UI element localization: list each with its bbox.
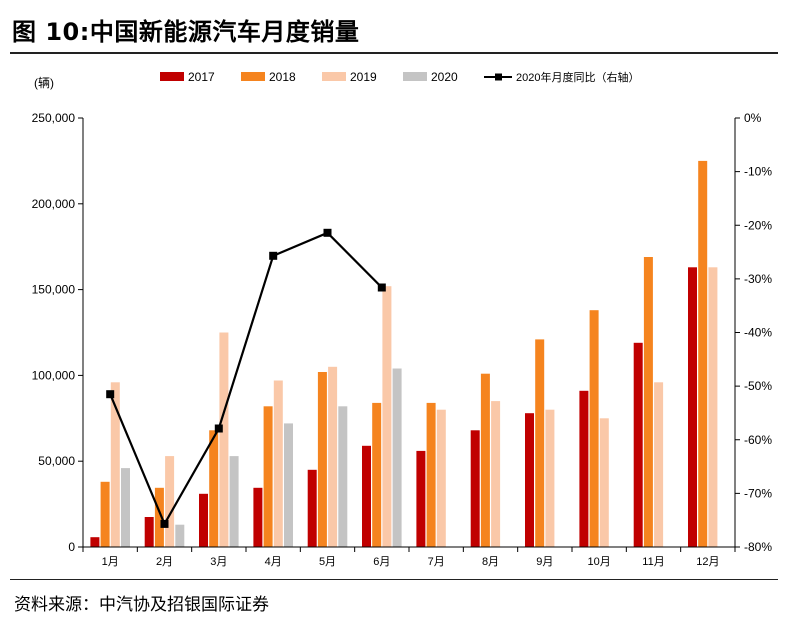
y-left-tick-label: 250,000 (32, 111, 76, 125)
y-right-tick-label: 0% (744, 111, 762, 125)
bar-2019-9 (545, 409, 555, 547)
bar-2020-5 (338, 406, 348, 547)
bar-2018-1 (100, 481, 110, 547)
x-tick-label: 3月 (210, 556, 227, 568)
y-left-tick-label: 100,000 (32, 368, 76, 382)
line-layer (106, 228, 386, 528)
bar-2017-5 (307, 469, 317, 547)
bar-2020-3 (229, 456, 239, 547)
x-tick-label: 11月 (642, 556, 664, 568)
bar-2018-3 (209, 430, 219, 547)
bar-2018-6 (372, 402, 382, 547)
bar-2019-7 (436, 409, 446, 547)
line-point (214, 424, 223, 433)
legend-label: 2017 (188, 70, 215, 84)
bar-2019-12 (708, 267, 718, 547)
bar-2020-6 (392, 368, 402, 547)
bar-2018-8 (480, 373, 490, 547)
x-tick-label: 9月 (536, 556, 553, 568)
y-right-tick-label: -40% (744, 326, 772, 340)
line-point (160, 519, 169, 528)
x-tick-label: 4月 (265, 556, 282, 568)
bar-2019-4 (273, 380, 283, 547)
y-left-tick-label: 50,000 (38, 454, 75, 468)
bar-2019-10 (599, 418, 609, 547)
y-right-tick-label: -60% (744, 433, 772, 447)
bar-2018-7 (426, 402, 436, 547)
bar-2018-2 (154, 487, 164, 547)
source-note: 资料来源：中汽协及招银国际证券 (14, 595, 269, 615)
y-right-tick-label: -70% (744, 486, 772, 500)
bar-2017-10 (579, 390, 589, 547)
bar-2018-9 (535, 339, 545, 547)
footer-rule (10, 579, 778, 580)
y-left-tick-label: 0 (68, 540, 75, 554)
legend-label: 2018 (269, 70, 296, 84)
x-tick-label: 12月 (696, 556, 719, 568)
bar-2019-5 (328, 366, 338, 547)
bar-2019-2 (165, 456, 175, 547)
bar-2019-6 (382, 286, 392, 547)
line-point (106, 390, 115, 399)
bar-2019-3 (219, 332, 229, 547)
bar-2017-2 (144, 517, 154, 547)
x-tick-label: 10月 (588, 556, 611, 568)
y-right-tick-label: -10% (744, 165, 772, 179)
y-right-tick-label: -20% (744, 218, 772, 232)
axes-layer: 0 50,000 100,000 150,000 200,000 250,000 -80% -… (32, 111, 773, 568)
x-tick-label: 6月 (373, 556, 390, 568)
bar-2018-5 (317, 372, 327, 547)
bar-2017-4 (253, 487, 263, 547)
legend-swatch (160, 72, 184, 81)
bar-2018-12 (698, 160, 708, 547)
bar-2020-2 (175, 524, 185, 547)
bar-2020-4 (284, 423, 293, 547)
bar-2018-4 (263, 406, 273, 547)
y-left-tick-label: 200,000 (32, 197, 76, 211)
bar-2020-1 (121, 468, 130, 547)
legend: 2017 2018 2019 2020 2020年月度同比（右轴） (160, 70, 639, 84)
x-tick-label: 1月 (102, 556, 119, 568)
bar-2018-10 (589, 310, 599, 547)
bar-2017-3 (199, 493, 208, 547)
x-tick-label: 7月 (428, 556, 445, 568)
y-right-tick-label: -30% (744, 272, 772, 286)
bar-2017-11 (633, 342, 643, 547)
bar-2019-8 (491, 401, 501, 547)
chart-title: 图 10:中国新能源汽车月度销量 (12, 18, 360, 46)
legend-label: 2019 (350, 70, 377, 84)
bar-2017-1 (90, 537, 100, 547)
x-tick-label: 5月 (319, 556, 336, 568)
bar-2018-11 (643, 257, 653, 547)
line-point (269, 251, 278, 260)
bar-2017-12 (688, 267, 697, 547)
bar-2017-6 (362, 445, 371, 547)
bar-2019-1 (110, 382, 120, 547)
legend-line-marker (495, 73, 502, 81)
x-tick-label: 8月 (482, 556, 499, 568)
bar-2017-7 (416, 450, 426, 547)
title-rule (10, 52, 778, 54)
bar-2017-8 (470, 430, 480, 547)
y-left-tick-label: 150,000 (32, 283, 76, 297)
legend-label: 2020年月度同比（右轴） (516, 70, 639, 84)
bars-layer (90, 160, 718, 547)
line-point (323, 228, 332, 237)
bar-2017-9 (525, 413, 534, 547)
line-point (377, 283, 386, 292)
legend-swatch (403, 72, 427, 81)
legend-swatch (241, 72, 265, 81)
y-right-tick-label: -50% (744, 379, 772, 393)
x-tick-label: 2月 (156, 556, 173, 568)
y-right-tick-label: -80% (744, 540, 772, 554)
bar-2019-11 (654, 382, 664, 547)
legend-swatch (322, 72, 346, 81)
line-yoy-2020 (109, 231, 383, 527)
chart: (辆) 2017 2018 2019 2020 2020年月度同比（右轴） 0 50,00… (32, 70, 773, 568)
legend-label: 2020 (431, 70, 458, 84)
y-axis-unit-label: (辆) (34, 76, 54, 90)
